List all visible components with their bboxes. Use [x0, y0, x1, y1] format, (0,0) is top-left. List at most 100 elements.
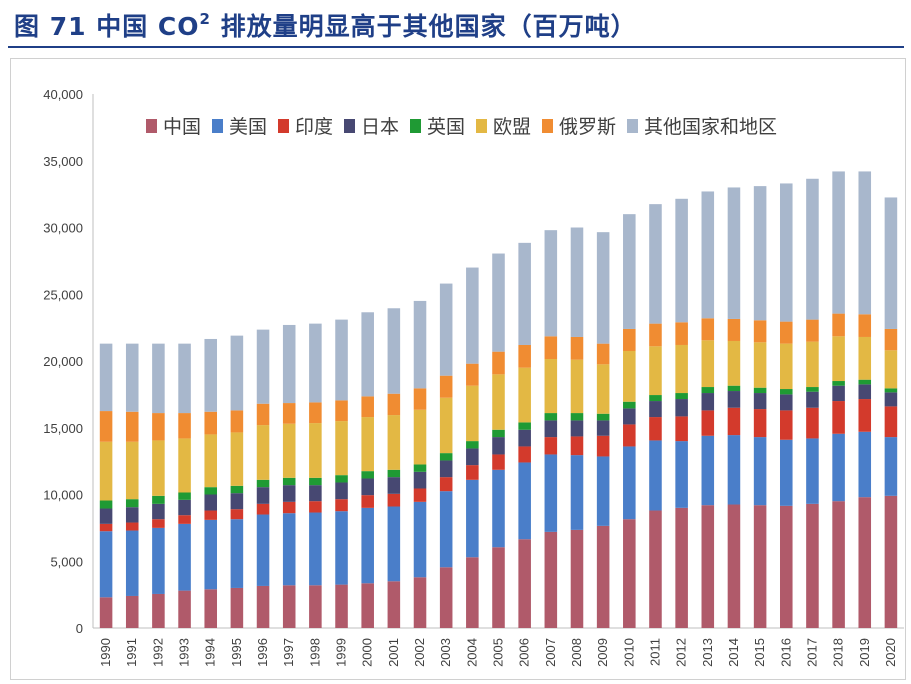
bar-segment: 俄罗斯 1997: 1550: [282, 403, 296, 424]
bar-segment: 美国 1991: 4900: [125, 530, 139, 596]
bar-segment: 英国 2008: 550: [570, 413, 584, 421]
x-tick-label: 2018: [831, 638, 846, 667]
bar-segment: 印度 2020: 2300: [884, 406, 898, 438]
x-tick-label: 1990: [98, 638, 113, 667]
bar-segment: 美国 2011: 5250: [649, 440, 662, 511]
bar-segment: 中国 1991: 2400: [125, 595, 139, 628]
bar-segment: 美国 1995: 5150: [230, 519, 244, 588]
bar-segment: 俄罗斯 1998: 1550: [309, 402, 322, 424]
bar-segment: 英国 2018: 350: [832, 381, 845, 386]
bar-segment: 日本 2018: 1150: [832, 385, 845, 402]
bar-segment: 美国 2015: 5100: [753, 437, 767, 506]
bar-segment: 欧盟 2014: 3350: [727, 340, 741, 386]
bar-segment: 中国 2003: 4550: [439, 567, 453, 628]
bar-segment: 俄罗斯 2014: 1650: [727, 318, 741, 341]
bar-segment: 中国 2019: 9800: [858, 497, 872, 628]
bar-segment: 印度 2004: 1100: [466, 465, 479, 480]
bar-segment: 印度 2005: 1150: [492, 454, 505, 470]
legend-swatch: [278, 119, 289, 133]
bar-segment: 美国 2019: 4900: [858, 431, 872, 498]
x-tick-label: 2020: [883, 638, 898, 667]
x-tick-label: 2010: [621, 638, 636, 667]
bar-segment: 英国 2009: 500: [596, 413, 610, 421]
x-tick-label: 2002: [412, 638, 427, 667]
bar-segment: 中国 1994: 2900: [204, 589, 218, 628]
bar-segment: 美国 2012: 5000: [675, 441, 688, 508]
bar-segment: 欧盟 2011: 3650: [649, 346, 662, 396]
bar-segment: 其他国家和地区 2000: 6300: [361, 312, 374, 397]
bar-segment: 俄罗斯 2001: 1600: [387, 393, 401, 416]
legend-label: 欧盟: [493, 116, 531, 138]
y-tick-label: 10,000: [43, 488, 83, 503]
bar-segment: 美国 2003: 5700: [439, 491, 453, 568]
x-tick-label: 2017: [804, 638, 819, 667]
bar-segment: 欧盟 1995: 4000: [230, 432, 244, 486]
legend-label: 印度: [295, 116, 333, 138]
bar-segment: 英国 2007: 550: [544, 413, 558, 421]
legend-swatch: [542, 119, 553, 133]
bar-segment: 英国 2017: 350: [806, 387, 819, 392]
bar-segment: 中国 2017: 9300: [806, 503, 819, 628]
bar-segment: 俄罗斯 2013: 1650: [701, 318, 715, 341]
bar-segment: 俄罗斯 2003: 1650: [439, 375, 453, 398]
bar-segment: 欧盟 2015: 3400: [753, 342, 767, 388]
bar-segment: 印度 1990: 550: [99, 523, 113, 532]
bar-segment: 英国 2004: 550: [466, 441, 479, 449]
bar-segment: 美国 1990: 4950: [99, 531, 113, 598]
legend-label: 英国: [427, 116, 465, 138]
bar-segment: 美国 2005: 5800: [492, 469, 505, 548]
bar-segment: 其他国家和地区 2012: 9250: [675, 198, 688, 323]
bar-segment: 日本 1996: 1250: [256, 487, 270, 504]
bar-segment: 中国 2004: 5300: [466, 557, 479, 628]
bar-segment: 其他国家和地区 2003: 6900: [439, 283, 453, 376]
bar-segment: 印度 1993: 650: [178, 515, 191, 524]
bar-segment: 俄罗斯 2005: 1700: [492, 351, 505, 375]
bar-segment: 欧盟 2010: 3800: [623, 350, 636, 402]
bar-segment: 美国 2001: 5600: [387, 506, 401, 582]
bar-segment: 美国 1998: 5450: [309, 512, 322, 586]
bar-segment: 俄罗斯 1992: 2050: [152, 413, 165, 441]
bar-segment: 印度 1997: 850: [282, 501, 296, 514]
bar-segment: 美国 2000: 5650: [361, 507, 374, 584]
bar-segment: 日本 1990: 1150: [99, 508, 113, 524]
bar-segment: 欧盟 2004: 4150: [466, 385, 479, 442]
bar-segment: 英国 2013: 450: [701, 387, 715, 394]
bar-segment: 美国 1996: 5350: [256, 514, 270, 586]
bar-segment: 中国 2011: 8800: [649, 510, 662, 628]
bar-segment: 英国 1999: 550: [335, 475, 348, 483]
bar-segment: 印度 1995: 750: [230, 509, 244, 520]
header: 图 71 中国 CO2 排放量明显高于其他国家（百万吨）: [0, 0, 911, 52]
x-tick-label: 2001: [386, 638, 401, 667]
bar-segment: 俄罗斯 2019: 1700: [858, 314, 872, 337]
bar-segment: 中国 2008: 7350: [570, 529, 584, 628]
x-tick-label: 2003: [438, 638, 453, 667]
bar-segment: 印度 2017: 2300: [806, 407, 819, 439]
bar-segment: 英国 2019: 350: [858, 379, 872, 385]
bar-segment: 俄罗斯 2009: 1550: [596, 343, 610, 365]
bar-segment: 日本 2013: 1300: [701, 393, 715, 411]
bar-segment: 中国 1993: 2800: [178, 590, 191, 628]
bar-segment: 英国 2020: 300: [884, 388, 898, 393]
x-tick-label: 2008: [569, 638, 584, 667]
bar-segment: 俄罗斯 2004: 1650: [466, 363, 479, 386]
legend-label: 日本: [361, 116, 399, 138]
bar-segment: 美国 2016: 4950: [779, 439, 793, 506]
bar-segment: 其他国家和地区 2013: 9500: [701, 191, 715, 319]
bar-segment: 美国 1997: 5400: [282, 513, 296, 586]
x-tick-label: 2013: [700, 638, 715, 667]
y-tick-label: 25,000: [43, 287, 83, 302]
bar-segment: 中国 2000: 3350: [361, 583, 374, 628]
bar-segment: 欧盟 2001: 4100: [387, 415, 401, 470]
bar-segment: 欧盟 1997: 4050: [282, 423, 296, 478]
x-tick-label: 1996: [255, 638, 270, 667]
bar-segment: 俄罗斯 2006: 1700: [518, 344, 531, 368]
x-tick-label: 2009: [595, 638, 610, 667]
